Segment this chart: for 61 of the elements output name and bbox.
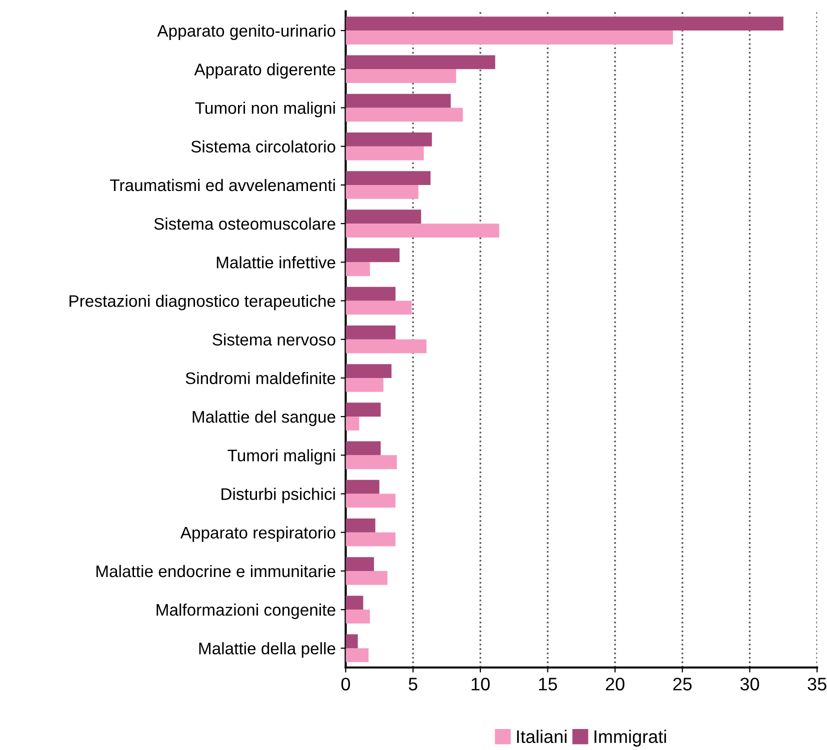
x-tick-label: 5	[408, 678, 418, 690]
bar	[346, 364, 392, 378]
y-tick-label: Apparato digerente	[194, 63, 336, 79]
y-tick-label: Malattie infettive	[216, 256, 336, 268]
y-tick-label: Malattie della pelle	[199, 642, 336, 658]
y-tick-label: Prestazioni diagnostico terapeutiche	[70, 294, 336, 310]
bar	[346, 634, 358, 648]
bar	[346, 286, 396, 301]
x-tick-label: 25	[673, 678, 692, 690]
bar	[346, 94, 451, 108]
y-tick-label: Apparato genito-urinario	[157, 24, 336, 40]
y-tick-label: Tumori non maligni	[195, 102, 335, 118]
y-tick-label: Sistema circolatorio	[191, 140, 336, 153]
bar	[346, 55, 496, 70]
bar	[346, 648, 369, 662]
y-tick-label: Disturbi psichici	[222, 488, 335, 504]
bar	[346, 146, 424, 160]
bar	[346, 210, 422, 224]
x-tick-label: 30	[740, 678, 760, 690]
x-tick-label: 15	[539, 678, 557, 690]
y-tick-label: Sindromi maldefinite	[186, 372, 336, 384]
bar	[346, 262, 370, 276]
y-tick-label: Sistema nervoso	[212, 333, 336, 346]
bar	[346, 339, 426, 354]
x-tick-label: 20	[606, 678, 624, 690]
y-tick-label: Malformazioni congenite	[156, 604, 336, 620]
x-tick-label: 10	[472, 678, 490, 690]
x-tick-label: 0	[341, 678, 350, 690]
y-tick-label: Sistema osteomuscolare	[154, 218, 336, 230]
bar	[346, 441, 381, 456]
y-tick-label: Traumatismi ed avvelenamenti	[110, 178, 335, 192]
y-tick-label: Malattie del sangue	[192, 410, 336, 426]
bar	[346, 300, 412, 315]
bar	[346, 494, 396, 508]
bar	[346, 518, 376, 532]
bar	[346, 248, 400, 262]
bar	[346, 378, 384, 392]
bar	[346, 532, 396, 546]
bar	[346, 224, 500, 238]
y-tick-label: Malattie endocrine e immunitarie	[96, 564, 336, 578]
bar	[346, 596, 364, 610]
bar	[346, 184, 418, 199]
x-tick-label: 35	[808, 678, 826, 690]
y-tick-label: Apparato respiratorio	[180, 526, 336, 542]
legend-label: Italiani	[517, 730, 566, 744]
bar	[346, 416, 360, 430]
bar	[346, 108, 463, 122]
bar	[346, 557, 374, 571]
bar	[346, 30, 673, 44]
bar	[346, 325, 396, 340]
bar	[346, 610, 370, 624]
bar	[346, 69, 456, 84]
bar	[346, 132, 432, 146]
bar	[346, 570, 388, 585]
bar	[346, 480, 380, 494]
bar	[346, 402, 381, 417]
bar	[346, 16, 784, 31]
legend-label: Immigrati	[594, 730, 666, 747]
y-tick-label: Tumori maligni	[228, 449, 335, 465]
bar	[346, 455, 397, 470]
bar	[346, 171, 431, 185]
